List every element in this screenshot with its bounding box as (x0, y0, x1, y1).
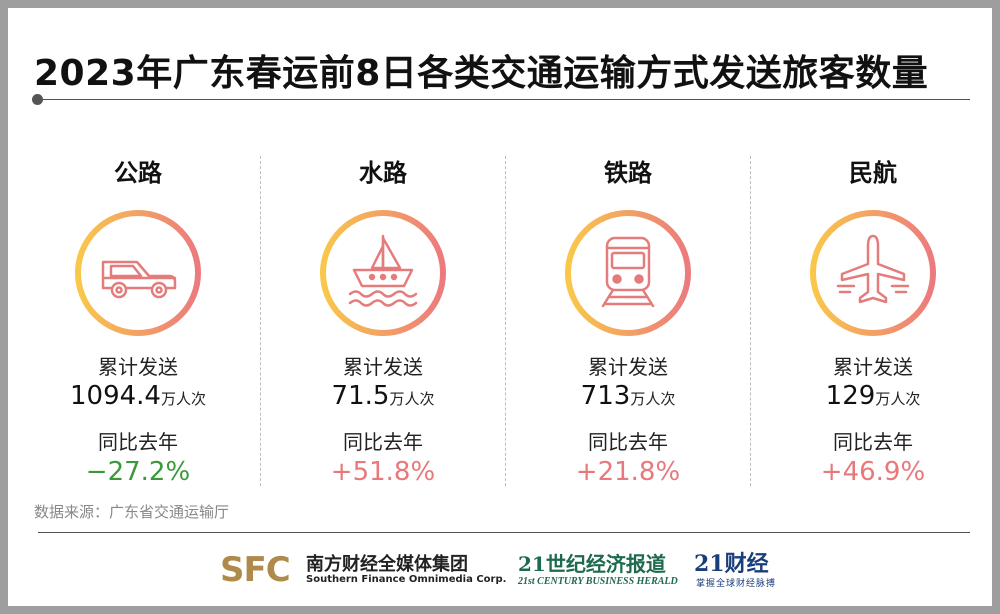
mode-name: 公路 (114, 159, 162, 187)
mode-name: 水路 (359, 159, 407, 187)
yoy-value: +51.8% (330, 457, 436, 487)
sfc-logo-en: Southern Finance Omnimedia Corp. (306, 574, 507, 585)
plane-icon (806, 206, 940, 340)
title-rule-dot (32, 94, 43, 105)
yoy-value: +21.8% (575, 457, 681, 487)
cumulative-label: 累计发送 (98, 355, 178, 379)
herald-logo-cn: 21世纪经济报道 (518, 552, 666, 576)
cumulative-unit: 万人次 (160, 390, 206, 408)
page-title: 2023年广东春运前8日各类交通运输方式发送旅客数量 (34, 53, 929, 94)
infographic-card: 2023年广东春运前8日各类交通运输方式发送旅客数量 公路 (8, 8, 992, 606)
yoy-value: +46.9% (820, 457, 926, 487)
ship-icon (316, 206, 450, 340)
cumulative-number: 713 (580, 381, 631, 411)
title-rule (38, 99, 970, 100)
cumulative-value: 71.5万人次 (263, 380, 503, 415)
yoy-label: 同比去年 (588, 430, 668, 454)
cumulative-label: 累计发送 (833, 355, 913, 379)
caijing-logo-sub: 掌握全球财经脉搏 (696, 579, 777, 589)
yoy-value: −27.2% (85, 457, 191, 487)
cumulative-value: 129万人次 (753, 380, 993, 415)
mode-column-road: 公路 累计发送 109 (18, 156, 258, 489)
mode-column-rail: 铁路 (508, 156, 748, 489)
yoy-label: 同比去年 (833, 430, 913, 454)
car-icon (71, 206, 205, 340)
mode-column-air: 民航 累计发送 129万人次 同比去年 +46.9 (753, 156, 993, 489)
publisher-logos: SFC 南方财经全媒体集团 Southern Finance Omnimedia… (8, 546, 992, 596)
yoy-label: 同比去年 (98, 430, 178, 454)
train-icon (561, 206, 695, 340)
sfc-logo-mark: SFC (220, 550, 291, 590)
mode-column-water: 水路 (263, 156, 503, 489)
cumulative-value: 1094.4万人次 (18, 380, 258, 415)
column-divider (260, 156, 261, 486)
column-divider (750, 156, 751, 486)
sfc-logo-cn: 南方财经全媒体集团 (306, 554, 468, 575)
cumulative-number: 129 (825, 381, 876, 411)
bottom-rule (38, 532, 970, 533)
cumulative-value: 713万人次 (508, 380, 748, 415)
caijing-logo-cn: 21财经 (694, 551, 769, 577)
column-divider (505, 156, 506, 486)
data-source: 数据来源：广东省交通运输厅 (34, 503, 230, 521)
cumulative-label: 累计发送 (343, 355, 423, 379)
cumulative-number: 71.5 (331, 381, 390, 411)
mode-name: 民航 (849, 159, 897, 187)
cumulative-number: 1094.4 (70, 381, 161, 411)
herald-logo-en: 21st CENTURY BUSINESS HERALD (518, 576, 678, 587)
cumulative-unit: 万人次 (630, 390, 676, 408)
cumulative-label: 累计发送 (588, 355, 668, 379)
cumulative-unit: 万人次 (875, 390, 921, 408)
cumulative-unit: 万人次 (389, 390, 435, 408)
yoy-label: 同比去年 (343, 430, 423, 454)
mode-name: 铁路 (604, 159, 652, 187)
